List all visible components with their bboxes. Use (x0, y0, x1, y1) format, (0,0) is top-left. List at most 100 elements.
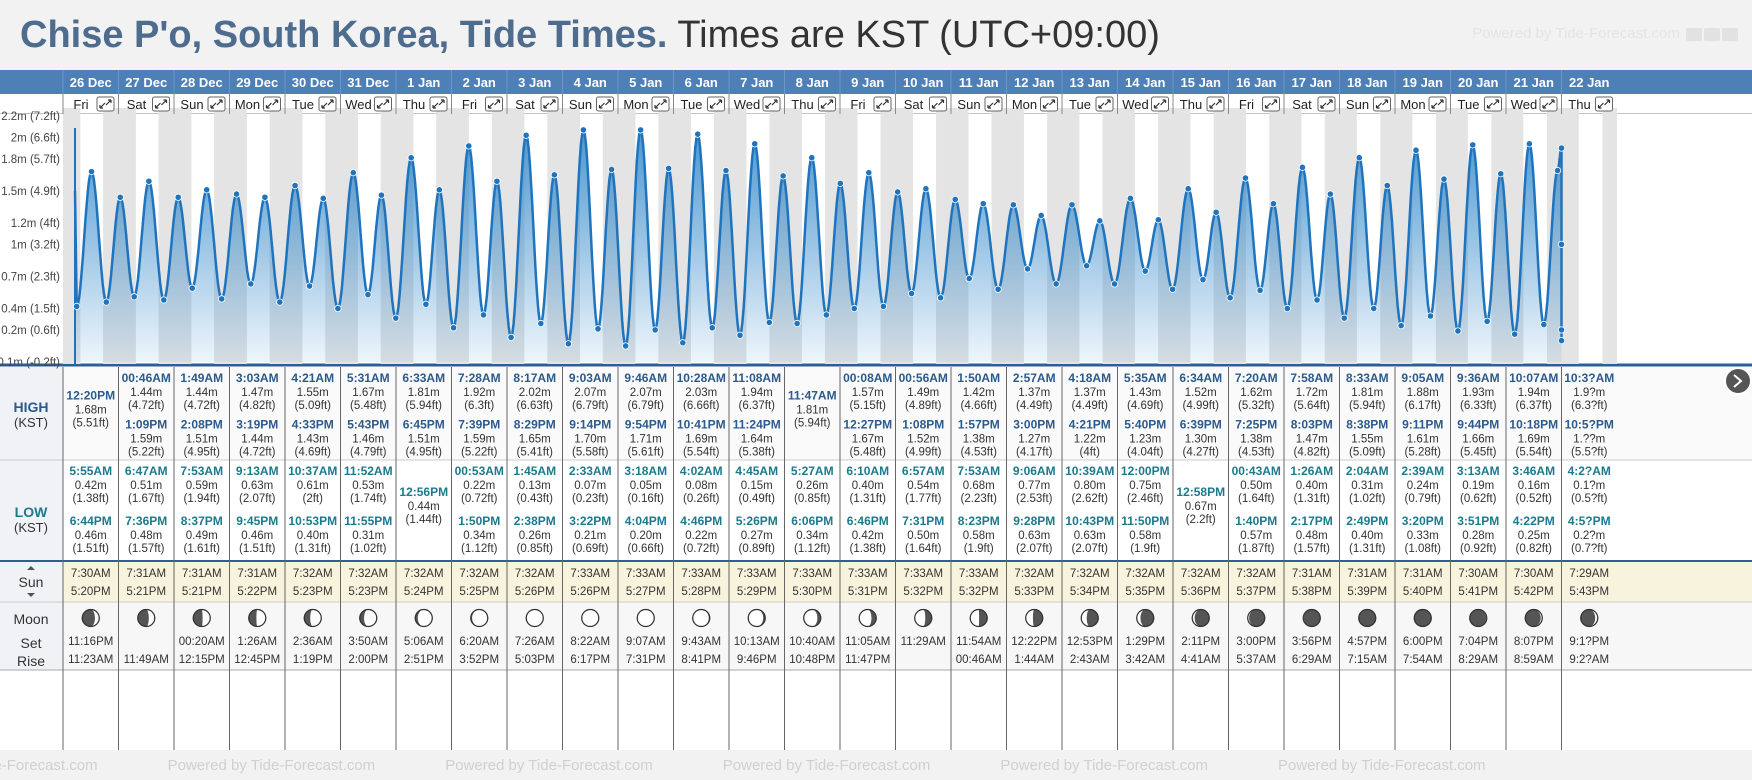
expand-day-button[interactable] (1040, 96, 1058, 112)
high-time: 8:29PM (514, 418, 556, 432)
expand-day-button[interactable] (207, 96, 226, 112)
low-height-ft: (0.26ft) (683, 493, 720, 505)
expand-day-button[interactable] (1595, 96, 1613, 112)
expand-icon (596, 96, 614, 112)
expand-day-button[interactable] (1206, 96, 1225, 112)
sunrise-time: 7:31AM (237, 568, 277, 580)
sunrise-time: 7:32AM (1014, 568, 1054, 580)
expand-day-button[interactable] (929, 96, 947, 112)
expand-day-button[interactable] (1262, 96, 1280, 112)
tide-point (907, 289, 916, 298)
moon-phase-icon (359, 608, 378, 628)
low-height-ft: (1.38ft) (850, 543, 887, 555)
expand-day-button[interactable] (152, 96, 170, 112)
low-height-m: 0.44m (408, 501, 440, 513)
low-time: 11:52AM (344, 464, 393, 478)
high-height-ft: (6.66ft) (683, 400, 720, 412)
tide-line (73, 126, 1563, 350)
date-label: 29 Dec (236, 75, 278, 90)
expand-day-button[interactable] (1095, 96, 1114, 112)
sunset-time: 5:24PM (404, 586, 444, 598)
high-time: 10:18PM (1509, 418, 1558, 432)
tide-point (608, 165, 616, 174)
high-height-m: 1.69m (1518, 434, 1550, 446)
high-time: 00:08AM (843, 371, 892, 385)
expand-icon (984, 96, 1003, 112)
low-height-m: 0.08m (685, 480, 717, 492)
expand-day-button[interactable] (1373, 96, 1391, 112)
expand-day-button[interactable] (540, 96, 559, 112)
tide-point (116, 193, 124, 201)
expand-day-button[interactable] (1428, 96, 1447, 112)
high-time: 11:24PM (733, 418, 781, 432)
expand-day-button[interactable] (818, 96, 836, 112)
expand-day-button[interactable] (1484, 96, 1502, 112)
row-label-panel (0, 367, 63, 670)
sunrise-time: 7:32AM (459, 568, 499, 580)
sunset-time: 5:27PM (626, 586, 666, 598)
high-height-ft: (5.94ft) (406, 400, 443, 412)
expand-arrow (1597, 99, 1611, 109)
moon-phase-icon (525, 608, 544, 628)
tide-point (1226, 294, 1234, 302)
expand-arrow (876, 99, 889, 109)
low-time: 5:55AM (69, 464, 112, 478)
low-time: 1:45AM (513, 464, 556, 478)
expand-arrow (1375, 99, 1389, 109)
tide-point (160, 296, 168, 304)
expand-day-button[interactable] (263, 96, 281, 112)
moon-phase-icon (414, 608, 433, 628)
tide-point (479, 311, 488, 319)
high-height-ft: (4.69ft) (295, 447, 332, 459)
tide-point (636, 126, 645, 134)
high-time: 1:49AM (180, 371, 223, 385)
high-time: 6:45PM (403, 418, 445, 432)
expand-day-button[interactable] (96, 96, 115, 112)
tide-point (364, 291, 372, 299)
sun-row-label: Sun (19, 574, 44, 590)
tide-point (994, 285, 1002, 293)
tide-point (1426, 312, 1435, 320)
expand-icon (818, 96, 836, 112)
high-height-ft: (5.22ft) (461, 447, 498, 459)
sunset-time: 5:43PM (1569, 586, 1609, 598)
expand-day-button[interactable] (429, 96, 448, 112)
expand-day-button[interactable] (1539, 96, 1558, 112)
expand-day-button[interactable] (318, 96, 337, 112)
expand-day-button[interactable] (707, 96, 725, 112)
high-time: 8:03PM (1291, 418, 1333, 432)
expand-day-button[interactable] (485, 96, 503, 112)
expand-day-button[interactable] (1151, 96, 1169, 112)
high-height-ft: (5.51ft) (73, 418, 110, 430)
low-time: 3:46AM (1512, 464, 1555, 478)
tide-point (694, 130, 702, 138)
expand-day-button[interactable] (651, 96, 670, 112)
tide-point (550, 171, 558, 179)
moon-phase-icon (1580, 608, 1599, 628)
tide-point (507, 333, 515, 341)
expand-day-button[interactable] (1317, 96, 1336, 112)
expand-day-button[interactable] (873, 96, 892, 112)
expand-day-button[interactable] (984, 96, 1003, 112)
expand-day-button[interactable] (596, 96, 614, 112)
tide-point (130, 293, 138, 301)
expand-day-button[interactable] (374, 96, 392, 112)
moon-outline (414, 608, 433, 628)
high-height-ft: (5.28ft) (1405, 447, 1442, 459)
tide-point (1540, 320, 1548, 329)
date-label: 1 Jan (407, 75, 440, 90)
moon-lit (256, 609, 266, 627)
moonset-time: 11:54AM (956, 636, 1001, 648)
moon-phase-icon (692, 608, 711, 628)
tide-point (291, 181, 299, 190)
expand-day-button[interactable] (762, 96, 781, 112)
tide-point (407, 154, 415, 162)
tide-point (305, 282, 314, 290)
expand-icon (651, 96, 670, 112)
high-height-ft: (4ft) (1080, 447, 1101, 459)
tide-point (1283, 304, 1291, 313)
expand-icon (540, 96, 559, 112)
scroll-right-button[interactable] (1724, 367, 1752, 395)
weekday-label: Fri (462, 97, 477, 112)
expand-arrow (598, 99, 612, 109)
